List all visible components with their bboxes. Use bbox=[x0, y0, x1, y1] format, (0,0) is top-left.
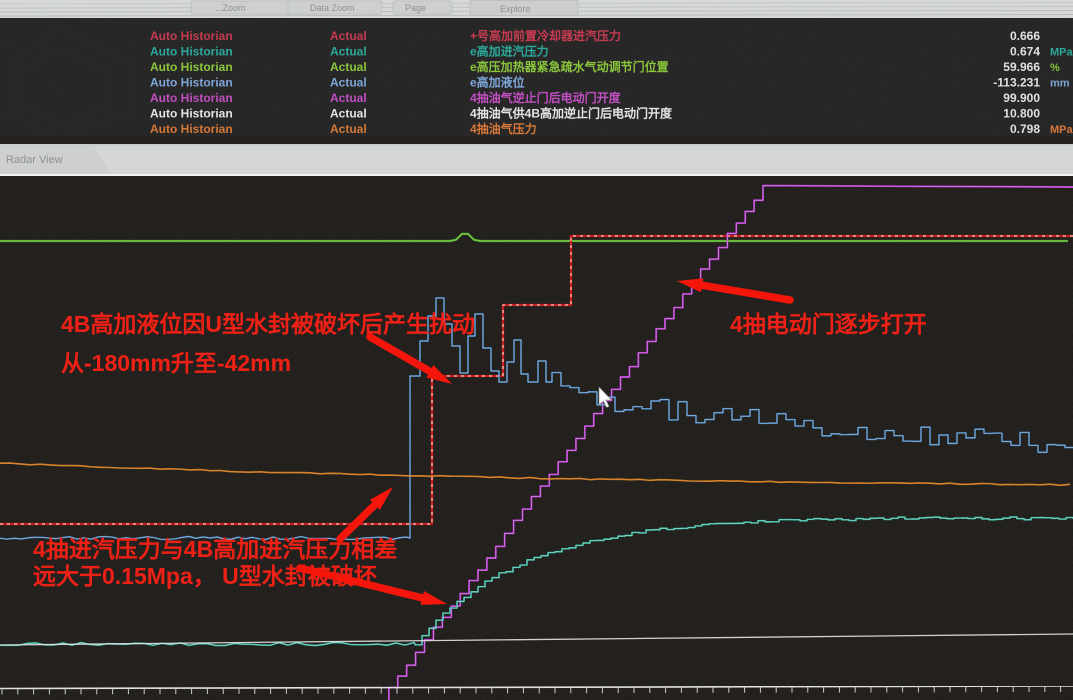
svg-text:从-180mm升至-42mm: 从-180mm升至-42mm bbox=[61, 350, 291, 376]
svg-text:4B高加液位因U型水封被破坏后产生扰动: 4B高加液位因U型水封被破坏后产生扰动 bbox=[61, 311, 475, 337]
svg-text:4抽电动门逐步打开: 4抽电动门逐步打开 bbox=[730, 311, 927, 337]
